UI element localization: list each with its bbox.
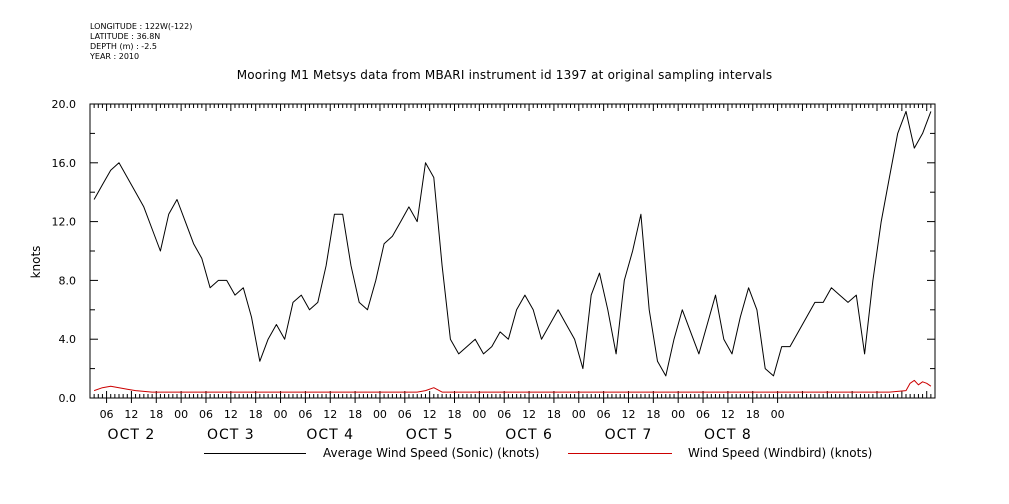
x-hour-label: 06 [597, 408, 611, 421]
x-hour-label: 06 [398, 408, 412, 421]
y-axis: 0.0 4.0 8.0 12.0 16.0 20.0 [52, 98, 935, 405]
x-day-label: OCT 5 [406, 427, 454, 443]
y-tick-label: 4.0 [59, 333, 77, 346]
x-hour-label: 00 [174, 408, 188, 421]
series-windbird [93, 379, 932, 393]
x-hour-label: 12 [621, 408, 635, 421]
y-tick-label: 12.0 [52, 216, 77, 229]
legend: Average Wind Speed (Sonic) (knots) Wind … [0, 446, 1009, 466]
x-hour-label: 06 [696, 408, 710, 421]
legend-swatch-sonic [204, 453, 306, 454]
x-hour-label: 06 [298, 408, 312, 421]
series-sonic [93, 110, 932, 377]
x-day-label: OCT 7 [605, 427, 653, 443]
y-tick-label: 20.0 [52, 98, 77, 111]
x-hour-label: 12 [423, 408, 437, 421]
x-hour-label: 18 [149, 408, 163, 421]
x-axis: 06 12 18 00 06 12 18 00 06 12 18 00 06 12 18 00 06 12 18 00… [89, 104, 936, 443]
y-tick-label: 8.0 [59, 274, 77, 287]
x-hour-label: 12 [522, 408, 536, 421]
x-hour-label: 18 [547, 408, 561, 421]
x-day-label: OCT 4 [306, 427, 354, 443]
x-hour-label: 12 [721, 408, 735, 421]
longitude-text: LONGITUDE : 122W(-122) [90, 22, 193, 31]
metadata-block: LONGITUDE : 122W(-122) LATITUDE : 36.8N … [90, 22, 192, 62]
plot-frame [89, 103, 936, 399]
y-tick-label: 16.0 [52, 157, 77, 170]
series-layer [93, 110, 932, 393]
legend-label-sonic: Average Wind Speed (Sonic) (knots) [323, 446, 540, 460]
y-tick-label: 0.0 [59, 392, 77, 405]
legend-label-windbird: Wind Speed (Windbird) (knots) [688, 446, 873, 460]
x-hour-label: 00 [373, 408, 387, 421]
x-hour-label: 12 [323, 408, 337, 421]
y-axis-label: knots [29, 246, 43, 279]
x-hour-label: 18 [348, 408, 362, 421]
chart-title: Mooring M1 Metsys data from MBARI instru… [236, 68, 773, 82]
x-hour-label: 18 [448, 408, 462, 421]
x-hour-label: 00 [572, 408, 586, 421]
x-day-label: OCT 2 [108, 427, 156, 443]
x-hour-label: 00 [472, 408, 486, 421]
x-hour-label: 12 [224, 408, 238, 421]
x-hour-label: 00 [771, 408, 785, 421]
x-hour-label: 06 [100, 408, 114, 421]
x-hour-label: 06 [199, 408, 213, 421]
series-line [93, 110, 932, 377]
x-hour-label: 06 [497, 408, 511, 421]
line-chart: 0.04.08.012.016.020.0 06 12 18 00 06 12 18 00 06… [29, 98, 936, 443]
x-hour-label: 00 [671, 408, 685, 421]
x-hour-label: 00 [274, 408, 288, 421]
x-hour-label: 12 [124, 408, 138, 421]
x-day-label: OCT 8 [704, 427, 752, 443]
x-hour-label: 18 [646, 408, 660, 421]
x-day-label: OCT 3 [207, 427, 255, 443]
year-text: YEAR : 2010 [90, 52, 140, 61]
x-hour-label: 18 [746, 408, 760, 421]
latitude-text: LATITUDE : 36.8N [90, 32, 161, 41]
depth-text: DEPTH (m) : -2.5 [90, 42, 157, 51]
series-line [93, 379, 932, 393]
x-hour-label: 18 [249, 408, 263, 421]
x-day-label: OCT 6 [505, 427, 553, 443]
legend-swatch-windbird [568, 453, 672, 454]
